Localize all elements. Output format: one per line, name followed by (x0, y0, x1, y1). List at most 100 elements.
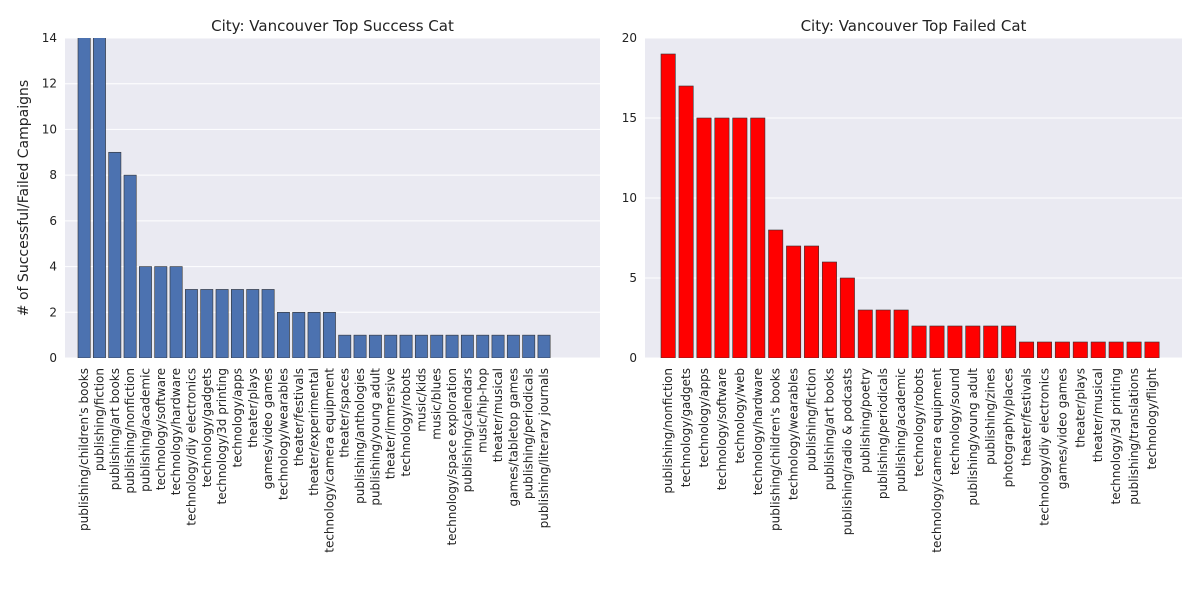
bar (169, 266, 183, 358)
x-tick-label: technology/web (733, 368, 747, 464)
x-tick-label: technology/diy electronics (184, 368, 198, 526)
x-tick-label: publishing/calendars (460, 368, 474, 492)
bar (307, 311, 321, 358)
x-tick-label: publishing/periodicals (522, 368, 536, 499)
bar (123, 174, 137, 358)
bar (1001, 325, 1017, 358)
x-tick-label: technology/robots (912, 368, 926, 477)
chart-title: City: Vancouver Top Failed Cat (801, 17, 1027, 35)
y-tick-label: 0 (49, 351, 57, 365)
bar (185, 289, 198, 358)
bar (1090, 341, 1106, 358)
chart-title: City: Vancouver Top Success Cat (211, 17, 454, 35)
x-tick-label: technology/apps (697, 368, 711, 468)
bar (445, 334, 459, 358)
x-tick-label: technology/3d printing (215, 368, 229, 505)
x-tick-label: technology/hardware (751, 368, 765, 495)
x-tick-label: publishing/poetry (858, 368, 872, 473)
bar (276, 311, 290, 358)
x-tick-label: publishing/academic (894, 368, 908, 492)
bar (732, 117, 748, 358)
bar (414, 334, 428, 358)
y-tick-label: 15 (622, 111, 637, 125)
x-tick-label: technology/space exploration (445, 368, 459, 546)
bar (154, 266, 168, 358)
bar (857, 309, 873, 358)
y-axis-label: # of Successful/Failed Campaigns (16, 80, 32, 316)
y-tick-label: 5 (629, 271, 637, 285)
x-tick-label: publishing/nonfiction (123, 368, 137, 494)
bar (750, 117, 766, 358)
bar (246, 289, 260, 358)
x-tick-label: technology/3d printing (1109, 368, 1123, 505)
x-tick-label: theater/musical (1091, 368, 1105, 462)
bar (1126, 341, 1142, 358)
x-tick-label: technology/camera equipment (322, 368, 336, 553)
bar (911, 325, 927, 358)
x-tick-label: technology/apps (230, 368, 244, 468)
x-tick-label: technology/software (154, 368, 168, 490)
bar (261, 289, 275, 358)
x-tick-label: games/video games (261, 368, 275, 489)
bar (804, 245, 819, 358)
x-tick-label: theater/plays (1073, 368, 1087, 448)
x-tick-label: publishing/fiction (92, 368, 106, 471)
bar (1144, 341, 1160, 358)
bar (660, 53, 676, 358)
x-tick-label: publishing/academic (138, 368, 152, 492)
bar (875, 309, 891, 358)
x-tick-label: games/video games (1055, 368, 1069, 489)
bar (368, 334, 382, 358)
bar (821, 261, 837, 358)
bar (399, 334, 413, 358)
bar (929, 325, 945, 358)
x-tick-label: publishing/fiction (805, 368, 819, 471)
x-tick-label: music/kids (414, 368, 428, 432)
bar (338, 334, 352, 358)
bar (678, 85, 694, 358)
x-tick-label: technology/hardware (169, 368, 183, 495)
y-tick-label: 20 (622, 31, 637, 45)
bar (476, 334, 490, 358)
y-tick-label: 10 (42, 122, 57, 136)
bar (292, 311, 306, 358)
x-tick-label: theater/festivals (292, 368, 306, 466)
x-tick-label: technology/flight (1145, 368, 1159, 470)
bar (696, 117, 712, 358)
x-tick-label: publishing/young adult (368, 368, 382, 506)
x-tick-label: publishing/anthologies (353, 368, 367, 504)
bar (430, 334, 444, 358)
x-tick-label: technology/wearables (787, 368, 801, 500)
x-tick-label: publishing/children's books (769, 368, 783, 531)
y-tick-label: 6 (49, 214, 57, 228)
x-tick-label: technology/sound (948, 368, 962, 475)
x-tick-label: theater/festivals (1020, 368, 1034, 466)
x-tick-label: technology/gadgets (200, 368, 214, 487)
x-tick-label: theater/spaces (338, 368, 352, 458)
bar (1054, 341, 1070, 358)
bar (537, 334, 551, 358)
bar (768, 229, 784, 358)
bars (77, 38, 551, 358)
bar (93, 38, 106, 358)
bar (839, 277, 855, 358)
x-tick-label: publishing/children's books (77, 368, 91, 531)
x-tick-label: technology/wearables (276, 368, 290, 500)
bar (714, 117, 730, 358)
bar (384, 334, 398, 358)
y-tick-label: 2 (49, 305, 57, 319)
x-tick-label: technology/robots (399, 368, 413, 477)
x-tick-label: music/blues (430, 368, 444, 440)
bar (786, 245, 802, 358)
y-tick-label: 8 (49, 168, 57, 182)
bar (353, 334, 367, 358)
y-tick-label: 0 (629, 351, 637, 365)
x-tick-label: technology/camera equipment (930, 368, 944, 553)
x-tick-label: theater/immersive (384, 368, 398, 479)
x-tick-label: technology/gadgets (679, 368, 693, 487)
x-tick-label: publishing/translations (1127, 368, 1141, 505)
bar (139, 266, 152, 358)
bar (1072, 341, 1088, 358)
bar (947, 325, 963, 358)
